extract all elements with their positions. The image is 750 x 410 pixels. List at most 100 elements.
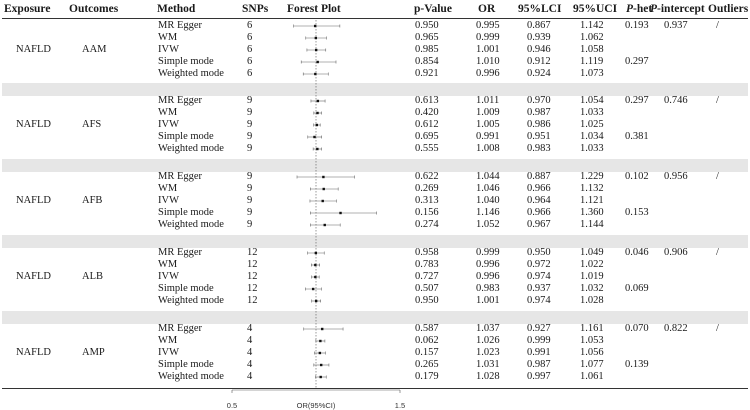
p-het-value: 0.069 xyxy=(625,283,649,294)
snps-value: 4 xyxy=(247,347,253,358)
p-value: 0.950 xyxy=(415,20,439,31)
method-label: WM xyxy=(158,32,178,43)
snps-value: 9 xyxy=(247,95,253,106)
lci-value: 0.983 xyxy=(527,143,551,154)
lci-value: 0.946 xyxy=(527,44,551,55)
uci-value: 1.061 xyxy=(580,371,604,382)
lci-value: 0.950 xyxy=(527,247,551,258)
or-point xyxy=(314,48,318,52)
uci-value: 1.132 xyxy=(580,183,604,194)
p-het-value: 0.139 xyxy=(625,359,649,370)
uci-value: 1.144 xyxy=(580,219,604,230)
method-label: Weighted mode xyxy=(158,219,224,230)
p-value: 0.950 xyxy=(415,295,439,306)
uci-value: 1.053 xyxy=(580,335,604,346)
snps-value: 6 xyxy=(247,20,253,31)
method-label: IVW xyxy=(158,347,179,358)
or-value: 1.010 xyxy=(476,56,500,67)
lci-value: 0.912 xyxy=(527,56,551,67)
or-value: 1.005 xyxy=(476,119,500,130)
outliers-value: / xyxy=(716,20,719,31)
method-label: IVW xyxy=(158,119,179,130)
p-intercept-value: 0.956 xyxy=(664,171,688,182)
p-value: 0.269 xyxy=(415,183,439,194)
p-intercept-value: 0.746 xyxy=(664,95,688,106)
method-label: Weighted mode xyxy=(158,371,224,382)
or-value: 1.009 xyxy=(476,107,500,118)
uci-value: 1.032 xyxy=(580,283,604,294)
or-point xyxy=(314,299,318,303)
p-het-value: 0.046 xyxy=(625,247,649,258)
p-value: 0.156 xyxy=(415,207,439,218)
uci-value: 1.049 xyxy=(580,247,604,258)
outcome-label: ALB xyxy=(82,271,103,282)
method-label: Simple mode xyxy=(158,359,214,370)
header-p-het-suffix: -het xyxy=(633,3,653,15)
header-p-het-italic: P xyxy=(626,3,634,15)
p-value: 0.958 xyxy=(415,247,439,258)
exposure-label: NAFLD xyxy=(16,195,52,206)
p-value: 0.157 xyxy=(415,347,439,358)
snps-value: 9 xyxy=(247,119,253,130)
lci-value: 0.999 xyxy=(527,335,551,346)
lci-value: 0.974 xyxy=(527,295,551,306)
or-point xyxy=(321,199,324,203)
snps-value: 9 xyxy=(247,107,253,118)
p-value: 0.062 xyxy=(415,335,439,346)
snps-value: 9 xyxy=(247,219,253,230)
or-value: 0.996 xyxy=(476,68,500,79)
snps-value: 12 xyxy=(247,259,258,270)
uci-value: 1.033 xyxy=(580,107,604,118)
or-point xyxy=(316,99,320,103)
or-value: 1.001 xyxy=(476,295,500,306)
or-point xyxy=(322,175,325,179)
p-value: 0.622 xyxy=(415,171,439,182)
table-bottom-rule xyxy=(2,388,748,389)
uci-value: 1.054 xyxy=(580,95,604,106)
outcome-label: AFS xyxy=(82,119,102,130)
or-point xyxy=(314,251,318,255)
method-label: Simple mode xyxy=(158,131,214,142)
header-95-uci: 95%UCI xyxy=(573,3,618,15)
uci-value: 1.058 xyxy=(580,44,604,55)
lci-value: 0.927 xyxy=(527,323,551,334)
lci-value: 0.972 xyxy=(527,259,551,270)
snps-value: 4 xyxy=(247,359,253,370)
or-point xyxy=(315,123,319,127)
header-or: OR xyxy=(478,3,496,15)
outliers-value: / xyxy=(716,171,719,182)
or-value: 1.028 xyxy=(476,371,500,382)
lci-value: 0.964 xyxy=(527,195,551,206)
p-value: 0.507 xyxy=(415,283,439,294)
header-95-lci: 95%LCI xyxy=(518,3,562,15)
group-separator xyxy=(2,235,748,248)
snps-value: 4 xyxy=(247,335,253,346)
lci-value: 0.939 xyxy=(527,32,551,43)
or-value: 0.999 xyxy=(476,32,500,43)
snps-value: 6 xyxy=(247,44,253,55)
outcome-label: AAM xyxy=(82,44,107,55)
lci-value: 0.887 xyxy=(527,171,551,182)
uci-value: 1.034 xyxy=(580,131,604,142)
or-value: 0.996 xyxy=(476,271,500,282)
method-label: MR Egger xyxy=(158,323,203,334)
or-point xyxy=(314,263,317,267)
or-value: 1.031 xyxy=(476,359,500,370)
lci-value: 0.991 xyxy=(527,347,551,358)
or-point xyxy=(316,111,319,115)
or-value: 1.026 xyxy=(476,335,500,346)
lci-value: 0.987 xyxy=(527,107,551,118)
or-point xyxy=(323,223,326,227)
p-het-value: 0.153 xyxy=(625,207,649,218)
or-value: 1.146 xyxy=(476,207,500,218)
method-label: Weighted mode xyxy=(158,68,224,79)
header-exposure: Exposure xyxy=(4,3,51,15)
header-p-value: p-Value xyxy=(414,3,452,15)
snps-value: 12 xyxy=(247,247,258,258)
p-value: 0.727 xyxy=(415,271,439,282)
p-value: 0.854 xyxy=(415,56,439,67)
outliers-value: / xyxy=(716,247,719,258)
group-separator xyxy=(2,83,748,96)
header-p-het: P-het xyxy=(626,3,652,15)
